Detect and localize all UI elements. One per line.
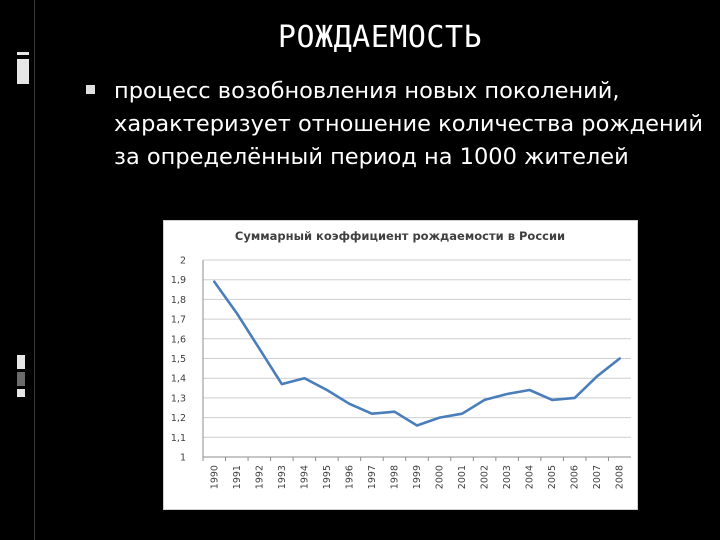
y-tick-label: 1,6: [171, 334, 186, 345]
x-tick-label: 1996: [344, 465, 355, 489]
y-tick-label: 1: [180, 453, 186, 464]
x-tick-label: 2004: [525, 465, 536, 489]
y-tick-label: 1,4: [171, 374, 186, 385]
chart-panel: Суммарный коэффициент рождаемости в Росс…: [163, 220, 638, 510]
square-bullet-icon: [86, 85, 95, 94]
y-tick-label: 1,9: [171, 275, 186, 286]
decor-bar-top-2: [17, 59, 29, 84]
decor-bar-mid-3: [17, 389, 25, 397]
decor-bar-mid-1: [17, 355, 25, 369]
x-tick-label: 2001: [457, 465, 468, 489]
left-edge-rule: [34, 0, 35, 540]
decor-bar-top-1: [17, 52, 29, 55]
y-tick-label: 1,1: [171, 433, 186, 444]
x-tick-label: 2008: [615, 465, 626, 489]
x-tick-label: 2002: [480, 465, 491, 489]
x-tick-label: 1991: [232, 465, 243, 489]
fertility-line-chart: Суммарный коэффициент рождаемости в Росс…: [163, 220, 638, 510]
x-tick-label: 2007: [592, 465, 603, 489]
x-tick-label: 1998: [389, 465, 400, 489]
decor-bar-mid-2: [17, 372, 25, 386]
y-tick-label: 1,2: [171, 413, 186, 424]
x-tick-label: 2000: [435, 465, 446, 489]
y-tick-label: 1,3: [171, 393, 186, 404]
y-tick-label: 2: [180, 256, 186, 267]
x-tick-label: 1994: [299, 465, 310, 489]
x-tick-label: 1995: [322, 465, 333, 489]
chart-title: Суммарный коэффициент рождаемости в Росс…: [235, 229, 565, 243]
x-tick-label: 2006: [570, 465, 581, 489]
x-tick-label: 1999: [412, 465, 423, 489]
x-tick-label: 1993: [277, 465, 288, 489]
y-tick-label: 1,7: [171, 315, 186, 326]
bullet-text: процесс возобновления новых поколений, х…: [114, 78, 703, 170]
x-tick-label: 2003: [502, 465, 513, 489]
x-tick-label: 1990: [209, 465, 220, 489]
slide-title: РОЖДАЕМОСТЬ: [277, 20, 483, 55]
x-tick-label: 2005: [547, 465, 558, 489]
y-tick-label: 1,8: [171, 295, 186, 306]
chart-border: [163, 220, 638, 510]
x-tick-label: 1992: [254, 465, 265, 489]
y-tick-label: 1,5: [171, 354, 186, 365]
x-tick-label: 1997: [367, 465, 378, 489]
